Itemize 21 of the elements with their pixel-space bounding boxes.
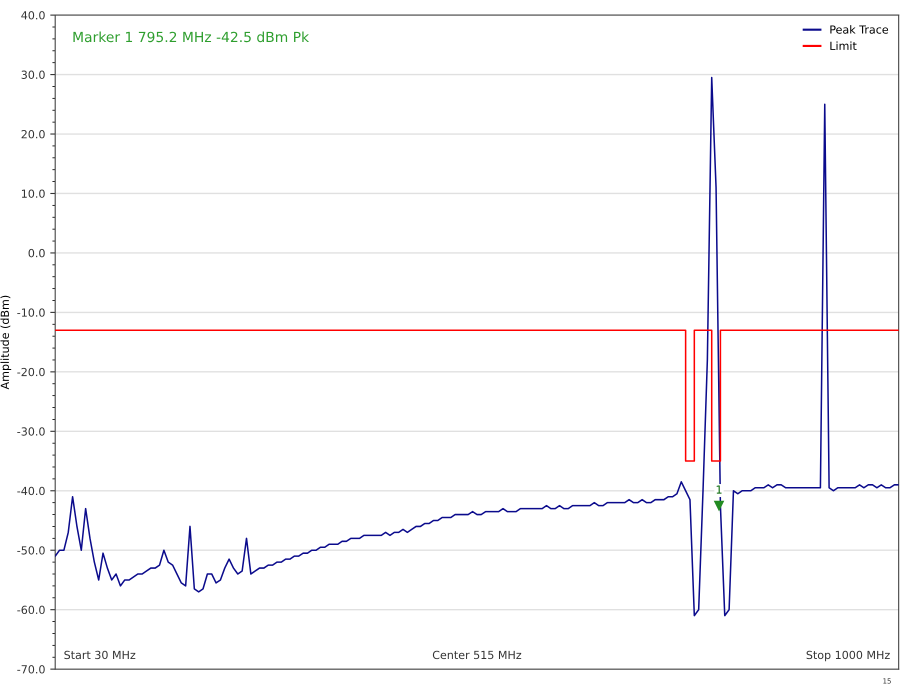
y-tick-label: 40.0 [21,11,45,20]
annotation: Stop 1000 MHz [806,650,890,662]
line-series [55,76,899,616]
y-tick-label: -70.0 [17,665,45,674]
legend-label: Limit [830,41,857,50]
y-tick-label: 10.0 [22,189,45,198]
y-tick-label: -40.0 [17,486,45,496]
y-tick-label: 20.0 [22,130,45,138]
legend-label: Peak Trace [830,25,888,34]
annotation: Marker 1 795.2 MHz -42.5 dBm Pk [73,31,310,42]
y-tick-label: 30.0 [22,70,45,79]
y-tick-label: -50.0 [17,546,45,555]
y-tick-label: -20.0 [17,368,45,376]
annotation: Start 30 MHz [64,650,136,660]
y-tick-label: -10.0 [17,308,45,317]
y-tick-label: 0.0 [28,248,45,258]
annotation: 1 [716,486,722,494]
y-axis-title: Amplitude (dBm) [0,296,12,390]
annotation: Center 515 MHz [432,650,522,660]
y-tick-label: -30.0 [17,427,45,436]
y-tick-label: -60.0 [17,606,45,614]
